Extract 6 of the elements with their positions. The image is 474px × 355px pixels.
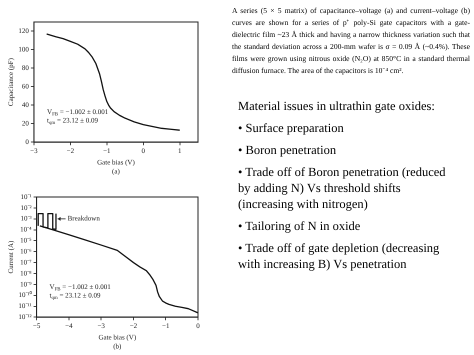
text: Material issues in ultrathin gate oxides:: [238, 98, 436, 114]
text: • Boron penetration: [238, 142, 338, 158]
text: • Surface preparation: [238, 120, 345, 136]
text: • Trade off of Boron penetration (reduced by adding N) Vs threshold shifts (increasing with nitrogen): [238, 164, 447, 212]
text: • Trade off of gate depletion (decreasing with increasing B) Vs penetration: [238, 240, 440, 272]
text: • Tailoring of N in oxide: [238, 218, 362, 234]
